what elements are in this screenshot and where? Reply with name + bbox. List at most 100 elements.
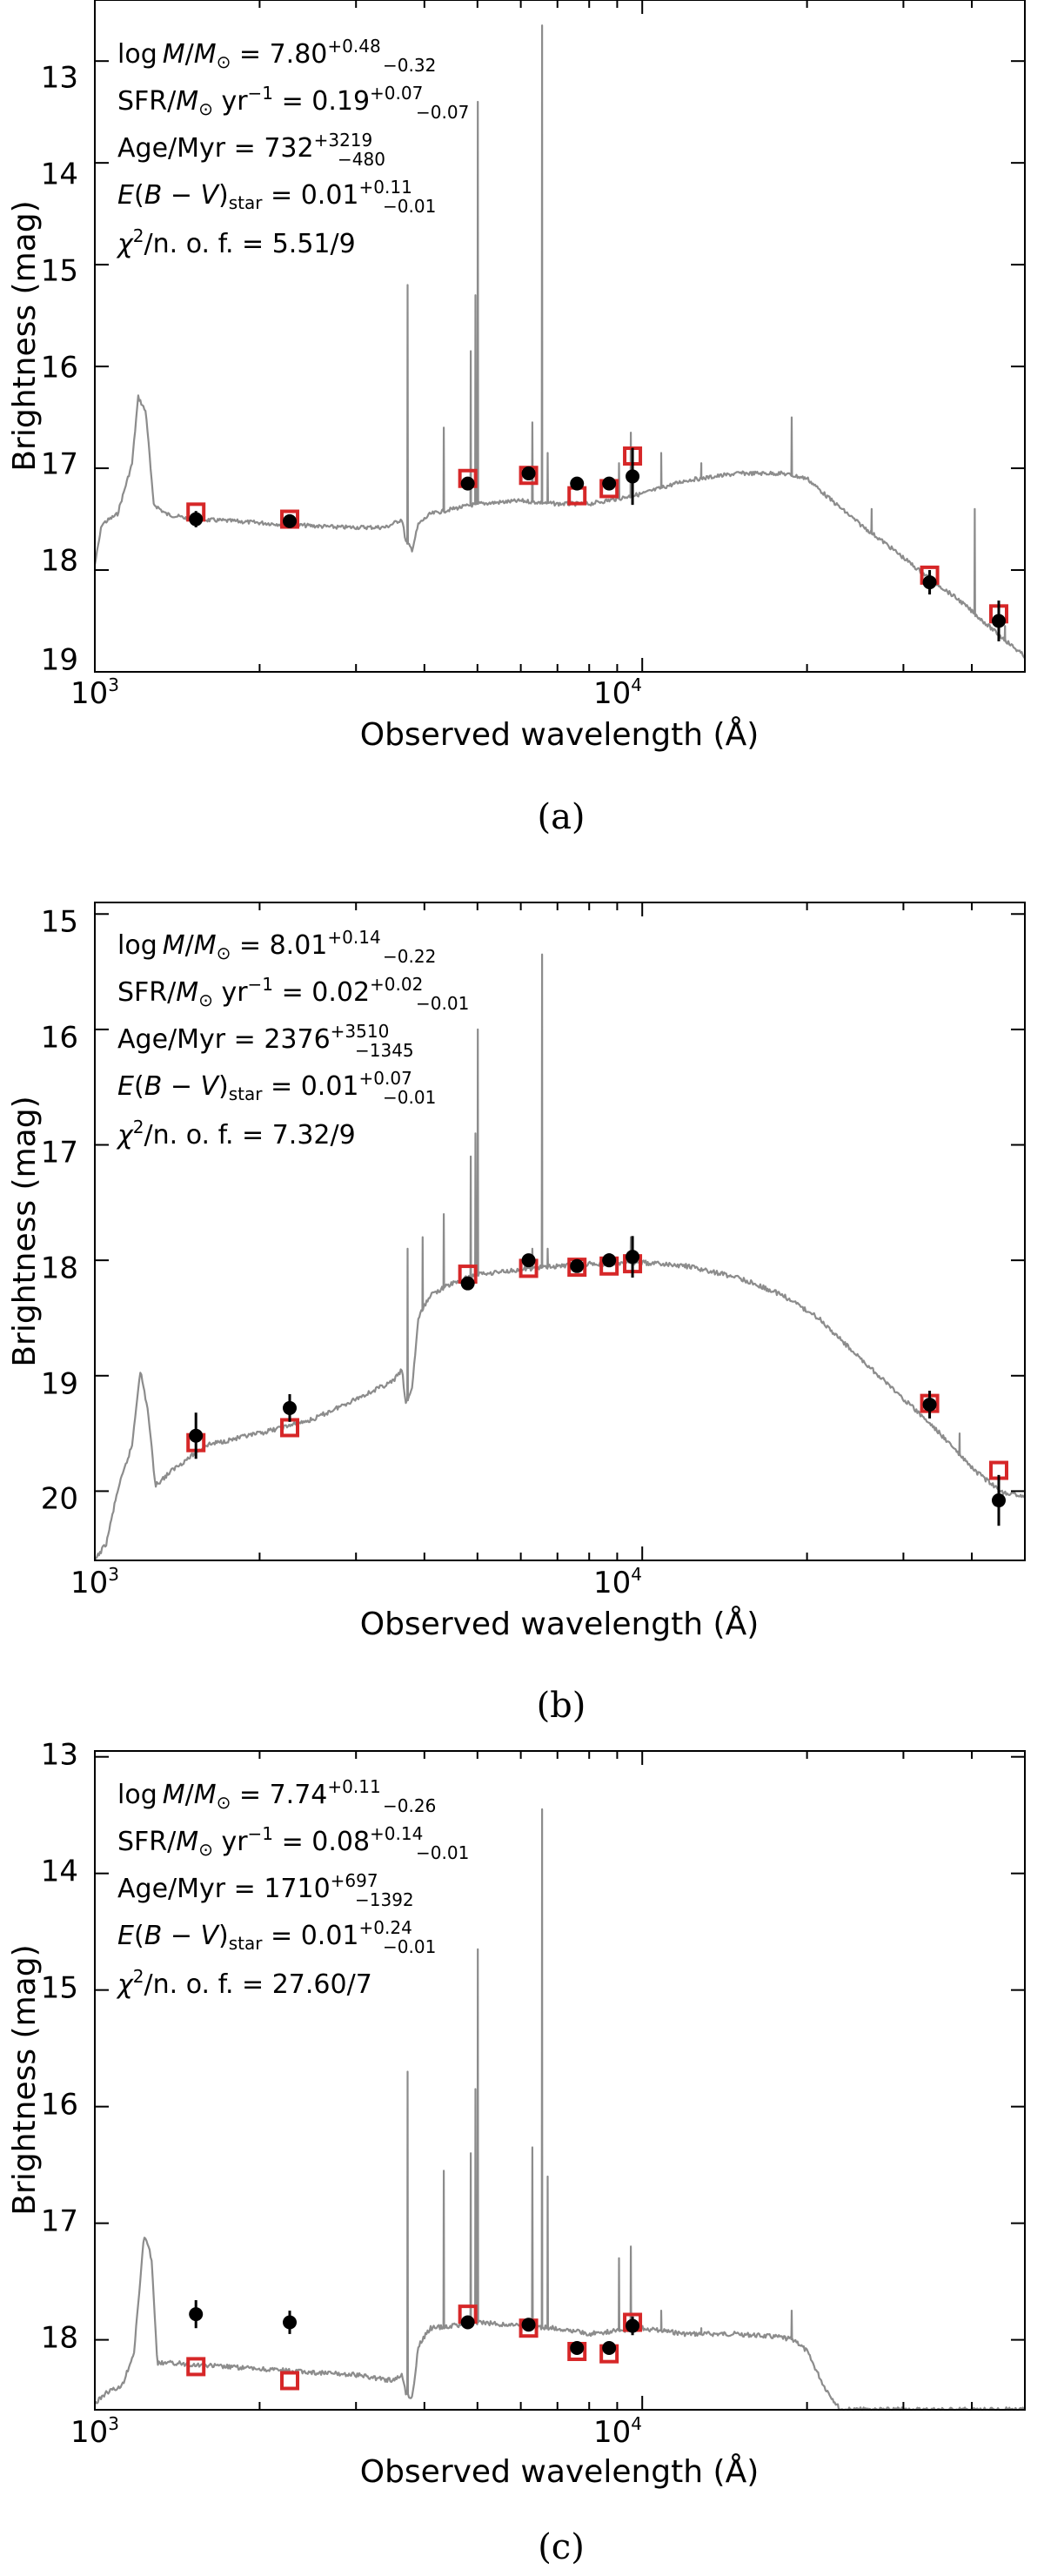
panel-c-ytick-label: 15 <box>41 1971 78 2006</box>
panel-c-observed-point <box>570 2340 585 2355</box>
panel-c-caption: (c) <box>538 2527 585 2567</box>
panel-b-sfr-annotation: SFR/M⊙ yr−1 = 0.02+0.02 <box>117 974 423 1010</box>
panel-a-ytick-label: 19 <box>41 643 78 678</box>
panel-b-logm-annotation: log M/M⊙ = 8.01+0.14 <box>117 927 381 963</box>
panel-c-ebv-lower-err: −0.01 <box>383 1936 436 1957</box>
panel-a-ytick-label: 16 <box>41 351 78 386</box>
panel-a-observed-point <box>189 512 204 527</box>
panel-c-frame <box>94 1750 1026 2411</box>
panel-a-age-annotation: Age/Myr = 732+3219 <box>117 130 372 164</box>
panel-c: 13 14 15 16 17 18 103 104 Observed wavel… <box>7 1738 1026 2567</box>
panel-b-caption: (b) <box>537 1686 586 1726</box>
panel-a-model-line <box>93 24 1026 660</box>
panel-b: 15 16 17 18 19 20 103 104 Observed wavel… <box>7 902 1026 1726</box>
panel-c-logm-annotation: log M/M⊙ = 7.74+0.11 <box>117 1776 381 1813</box>
panel-c-annotations: log M/M⊙ = 7.74+0.11 −0.26 SFR/M⊙ yr−1 = … <box>116 1776 469 2000</box>
panel-a: 13 14 15 16 17 18 19 103 104 Observed wa… <box>7 0 1026 837</box>
panel-b-ebv-annotation: E(B − V)star = 0.01+0.07 <box>117 1068 412 1104</box>
panel-c-xtick-label-1e4: 104 <box>593 2413 642 2450</box>
panel-b-observed-point <box>570 1258 585 1273</box>
panel-b-ytick-label: 17 <box>41 1136 78 1171</box>
panel-c-x-axis-label: Observed wavelength (Å) <box>360 2452 760 2490</box>
panel-b-ytick-label: 20 <box>41 1482 78 1517</box>
panel-b-sfr-lower-err: −0.01 <box>416 993 469 1014</box>
panel-c-ytick-label: 13 <box>41 1738 78 1773</box>
panel-c-ytick-label: 17 <box>41 2204 78 2239</box>
panel-a-xtick-label-1e3: 103 <box>70 674 119 711</box>
panel-b-logm-lower-err: −0.22 <box>383 946 436 967</box>
panel-b-model-spectrum <box>94 953 1026 1560</box>
panel-b-ticks <box>94 902 1026 1560</box>
panel-b-observed-point <box>189 1428 204 1443</box>
panel-c-synthetic-point <box>186 2357 206 2377</box>
panel-a-ebv-lower-err: −0.01 <box>383 196 436 217</box>
panel-c-age-annotation: Age/Myr = 1710+697 <box>117 1870 378 1904</box>
panel-b-model-line <box>94 953 1026 1560</box>
panel-a-xtick-label-1e4: 104 <box>593 674 642 711</box>
panel-a-ebv-annotation: E(B − V)star = 0.01+0.11 <box>117 177 412 213</box>
panel-c-ytick-label: 14 <box>41 1855 78 1889</box>
panel-a-model-spectrum <box>93 24 1026 660</box>
panel-b-observed-point <box>626 1250 640 1265</box>
panel-c-model-line <box>94 1808 1026 2412</box>
panel-a-logm-annotation: log M/M⊙ = 7.80+0.48 <box>117 36 381 72</box>
panel-c-observed-point <box>460 2315 475 2330</box>
panel-b-xtick-label-1e3: 103 <box>70 1564 119 1600</box>
panel-a-frame <box>94 0 1026 673</box>
panel-b-chi2-annotation: χ2/n. o. f. = 7.32/9 <box>116 1117 356 1150</box>
panel-b-observed-point <box>922 1397 937 1412</box>
panel-a-observed-point <box>922 575 937 590</box>
panel-a-sfr-annotation: SFR/M⊙ yr−1 = 0.19+0.07 <box>117 83 423 119</box>
panel-c-y-axis-label: Brightness (mag) <box>7 1944 43 2215</box>
panel-b-photometry <box>186 1236 1008 1526</box>
panel-c-synthetic-point <box>280 2371 300 2391</box>
panel-a-sfr-lower-err: −0.07 <box>416 102 469 123</box>
panel-b-x-axis-label: Observed wavelength (Å) <box>360 1605 760 1642</box>
panel-c-logm-lower-err: −0.26 <box>383 1795 436 1816</box>
panel-a-observed-point <box>991 614 1006 628</box>
panel-b-ytick-label: 16 <box>41 1021 78 1056</box>
panel-b-observed-point <box>460 1276 475 1291</box>
panel-c-observed-point <box>283 2315 298 2330</box>
panel-b-frame <box>94 902 1026 1561</box>
panel-b-observed-point <box>602 1253 617 1268</box>
panel-a-observed-point <box>521 466 536 480</box>
panel-c-sfr-annotation: SFR/M⊙ yr−1 = 0.08+0.14 <box>117 1823 423 1860</box>
panel-a-logm-lower-err: −0.32 <box>383 55 436 76</box>
panel-a-x-axis-label: Observed wavelength (Å) <box>360 715 760 753</box>
panel-b-observed-point <box>521 1253 536 1268</box>
panel-c-age-lower-err: −1392 <box>355 1889 414 1910</box>
panel-b-xtick-label-1e4: 104 <box>593 1564 642 1600</box>
panel-b-age-lower-err: −1345 <box>355 1040 414 1061</box>
panel-c-observed-point <box>189 2307 204 2322</box>
panel-a-observed-point <box>460 476 475 491</box>
panel-b-y-axis-label: Brightness (mag) <box>7 1096 43 1366</box>
panel-a-annotations: log M/M⊙ = 7.80+0.48 −0.32 SFR/M⊙ yr−1 = … <box>116 36 469 259</box>
panel-a-ytick-label: 13 <box>41 61 78 96</box>
panel-a-observed-point <box>602 476 617 491</box>
panel-a-ytick-label: 14 <box>41 158 78 192</box>
panel-c-photometry <box>186 2300 643 2391</box>
panel-a-observed-point <box>283 513 298 528</box>
panel-c-ebv-annotation: E(B − V)star = 0.01+0.24 <box>117 1917 412 1954</box>
panel-b-ytick-label: 15 <box>41 905 78 940</box>
panel-b-age-annotation: Age/Myr = 2376+3510 <box>117 1021 389 1055</box>
panel-b-annotations: log M/M⊙ = 8.01+0.14 −0.22 SFR/M⊙ yr−1 = … <box>116 927 469 1150</box>
panel-a-ytick-label: 15 <box>41 254 78 289</box>
panel-a-ytick-label: 17 <box>41 447 78 482</box>
panel-a-photometry <box>186 446 1008 641</box>
panel-c-xtick-label-1e3: 103 <box>70 2413 119 2450</box>
panel-a-age-lower-err: −480 <box>338 149 385 170</box>
panel-b-observed-point <box>283 1400 298 1415</box>
panel-c-chi2-annotation: χ2/n. o. f. = 27.60/7 <box>116 1966 372 2000</box>
panel-b-observed-point <box>991 1493 1006 1508</box>
panel-b-ytick-label: 19 <box>41 1367 78 1402</box>
panel-c-observed-point <box>626 2318 640 2333</box>
panel-b-ebv-lower-err: −0.01 <box>383 1087 436 1108</box>
panel-a-observed-point <box>570 476 585 491</box>
panel-c-observed-point <box>602 2340 617 2355</box>
panel-a-observed-point <box>626 469 640 484</box>
panel-c-sfr-lower-err: −0.01 <box>416 1842 469 1863</box>
panel-a-chi2-annotation: χ2/n. o. f. = 5.51/9 <box>116 225 356 259</box>
